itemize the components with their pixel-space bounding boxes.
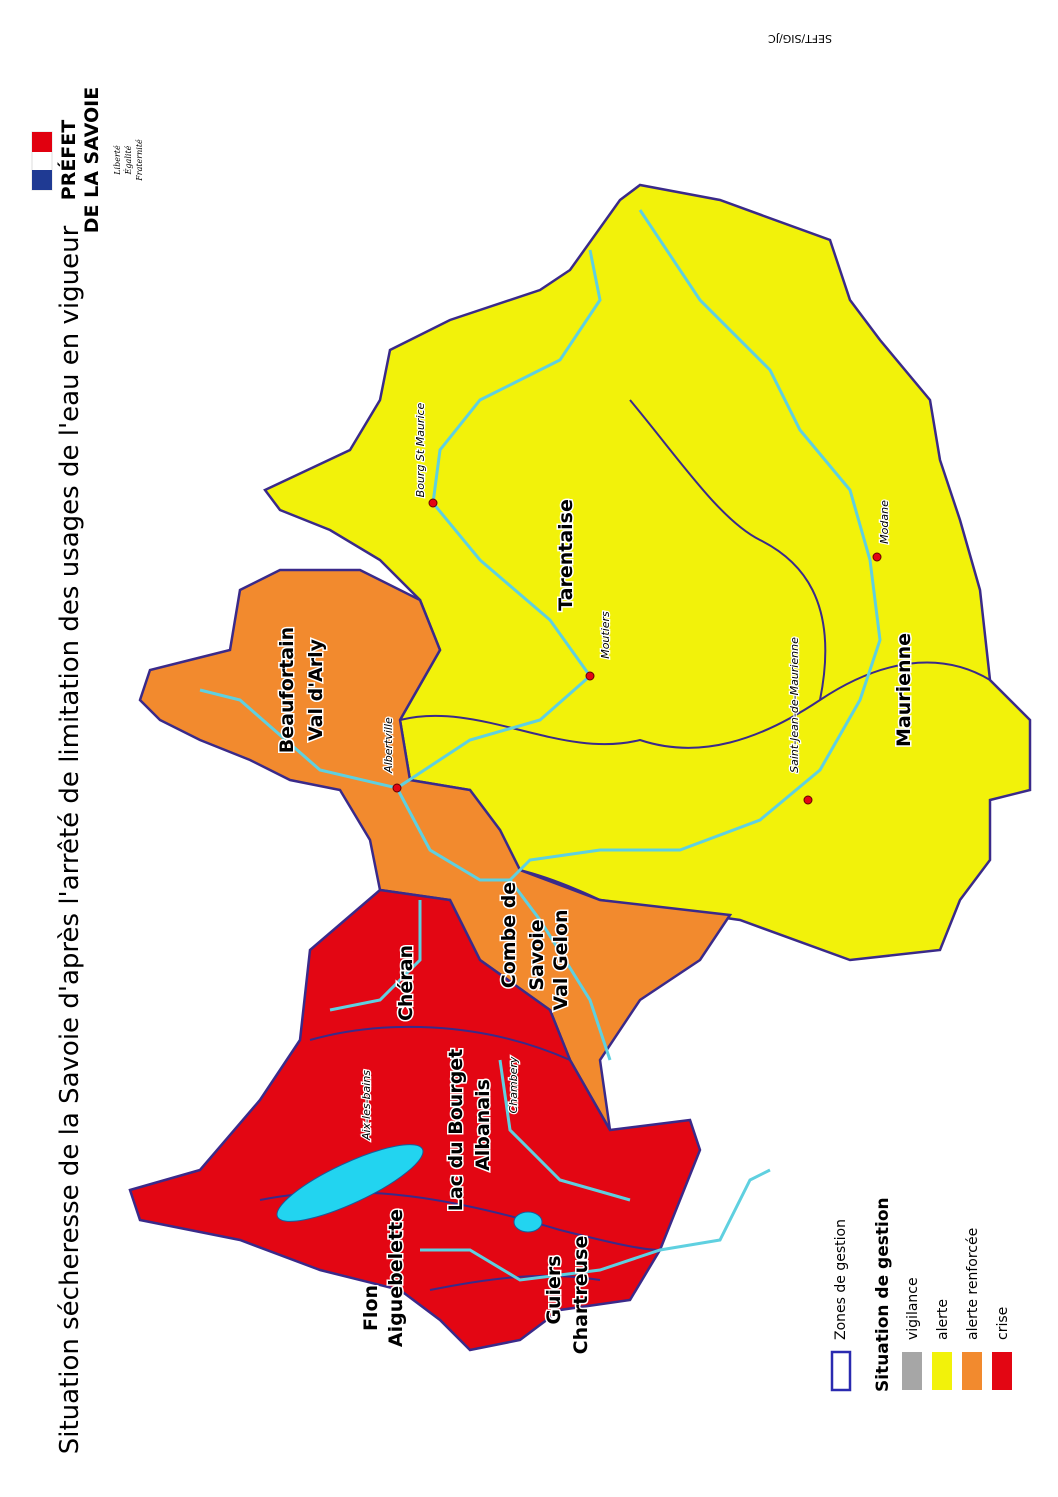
zone-label: Val d'Arly — [305, 638, 327, 741]
legend-swatch — [932, 1352, 952, 1390]
zone-label: Guiers — [543, 1255, 565, 1324]
logo-motto: Égalité — [124, 145, 133, 175]
legend-label: alerte renforcée — [965, 1228, 981, 1340]
legend-label: crise — [995, 1307, 1011, 1340]
legend-swatch — [830, 1350, 852, 1392]
logo-text: PRÉFET — [57, 120, 80, 200]
logo-motto: Liberté — [113, 145, 122, 176]
reference: SEFT/SIG/JC — [768, 32, 832, 45]
city-label: Aix-les-bains — [360, 1070, 373, 1141]
zone-label: Val Gelon — [550, 909, 572, 1010]
legend-label: Zones de gestion — [833, 1219, 849, 1340]
zone-label: Chartreuse — [570, 1236, 592, 1355]
city-label: Bourg St Maurice — [414, 402, 427, 497]
zone-label: Flon — [360, 1285, 382, 1331]
zone-label: Albanais — [472, 1079, 494, 1171]
legend-swatch — [992, 1352, 1012, 1390]
city-label: Moutiers — [599, 611, 612, 659]
zone-label: Tarentaise — [555, 499, 577, 611]
legend-swatch — [902, 1352, 922, 1390]
zone-label: Chéran — [395, 945, 417, 1021]
legend-title: Situation de gestion — [873, 1197, 893, 1392]
logo: PRÉFET DE LA SAVOIE Liberté Égalité Frat… — [31, 87, 144, 233]
zone-label: Savoie — [526, 919, 548, 990]
logo-text: DE LA SAVOIE — [81, 87, 103, 233]
city-label: Chambery — [507, 1056, 520, 1113]
map-title: Situation sécheresse de la Savoie d'aprè… — [55, 225, 85, 1454]
zone-label: Aiguebelette — [385, 1209, 407, 1347]
zone-label: Combe de — [498, 882, 520, 988]
legend-label: vigilance — [905, 1277, 921, 1340]
logo-motto: Fraternité — [135, 139, 144, 182]
legend: Zones de gestion Situation de gestion vi… — [830, 1197, 1012, 1392]
zone-label: Maurienne — [893, 633, 915, 747]
zone-label: Beaufortain — [276, 627, 298, 753]
city-label: Saint-Jean-de-Maurienne — [788, 637, 801, 773]
city-dots — [392, 498, 882, 805]
legend-swatch — [962, 1352, 982, 1390]
city-label: Modane — [878, 500, 891, 544]
city-label: Albertville — [382, 717, 395, 774]
region-crise — [128, 888, 702, 1352]
legend-label: alerte — [935, 1299, 951, 1340]
rivers — [199, 209, 882, 1282]
zone-label: Lac du Bourget — [445, 1049, 467, 1212]
